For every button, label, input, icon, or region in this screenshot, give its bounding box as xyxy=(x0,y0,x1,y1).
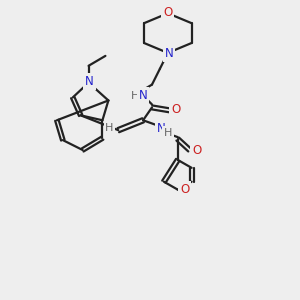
Text: H: H xyxy=(164,128,172,138)
Text: O: O xyxy=(192,143,201,157)
Text: N: N xyxy=(85,75,94,88)
Text: H: H xyxy=(131,91,139,100)
Text: H: H xyxy=(105,123,114,133)
Text: O: O xyxy=(163,6,172,19)
Text: O: O xyxy=(171,103,180,116)
Text: N: N xyxy=(164,47,173,60)
Text: O: O xyxy=(180,183,189,196)
Text: N: N xyxy=(157,122,165,135)
Text: N: N xyxy=(139,89,147,102)
